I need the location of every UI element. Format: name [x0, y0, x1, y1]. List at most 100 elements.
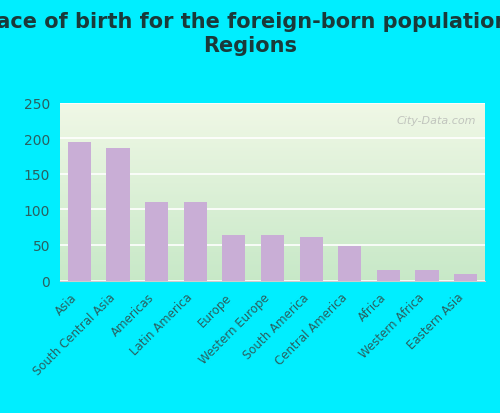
Bar	[60, 251, 485, 252]
Bar	[60, 254, 485, 255]
Bar	[60, 226, 485, 227]
Bar	[60, 242, 485, 243]
Bar	[60, 166, 485, 167]
Bar	[60, 247, 485, 248]
Bar	[60, 280, 485, 281]
Bar	[60, 155, 485, 156]
Bar	[60, 122, 485, 123]
Bar	[60, 263, 485, 264]
Bar	[60, 221, 485, 222]
Bar	[60, 195, 485, 196]
Bar	[60, 201, 485, 202]
Bar	[60, 174, 485, 175]
Bar	[60, 153, 485, 154]
Bar	[60, 211, 485, 212]
Bar	[60, 149, 485, 150]
Bar	[60, 162, 485, 163]
Bar	[60, 256, 485, 257]
Bar	[60, 127, 485, 128]
Bar	[60, 194, 485, 195]
Bar	[60, 186, 485, 187]
Bar	[60, 163, 485, 164]
Bar	[60, 238, 485, 239]
Bar	[60, 272, 485, 273]
Bar	[60, 235, 485, 236]
Bar	[60, 250, 485, 251]
Bar	[60, 170, 485, 171]
Bar	[60, 160, 485, 161]
Bar	[60, 158, 485, 159]
Bar	[60, 152, 485, 153]
Bar	[60, 207, 485, 208]
Bar	[60, 230, 485, 231]
Bar	[60, 167, 485, 168]
Bar	[60, 271, 485, 272]
Bar	[60, 219, 485, 220]
Bar	[60, 150, 485, 151]
Bar	[60, 107, 485, 108]
Bar	[60, 171, 485, 172]
Bar	[60, 103, 485, 104]
Bar	[60, 234, 485, 235]
Bar	[60, 192, 485, 193]
Bar	[60, 249, 485, 250]
Bar	[60, 246, 485, 247]
Bar	[60, 148, 485, 149]
Bar	[60, 202, 485, 203]
Bar	[60, 279, 485, 280]
Bar	[60, 121, 485, 122]
Bar	[60, 266, 485, 267]
Bar	[60, 212, 485, 214]
Bar	[416, 270, 438, 281]
Bar	[60, 237, 485, 238]
Bar	[60, 275, 485, 276]
Bar	[60, 200, 485, 201]
Bar	[60, 259, 485, 261]
Bar	[60, 188, 485, 190]
Bar	[222, 235, 246, 281]
Bar	[60, 267, 485, 268]
Bar	[60, 161, 485, 162]
Bar	[60, 176, 485, 177]
Bar	[60, 274, 485, 275]
Bar	[60, 173, 485, 174]
Bar	[300, 237, 322, 281]
Bar	[60, 216, 485, 217]
Bar	[60, 184, 485, 185]
Bar	[60, 214, 485, 215]
Bar	[60, 255, 485, 256]
Text: City-Data.com: City-Data.com	[397, 116, 476, 126]
Bar	[60, 136, 485, 137]
Bar	[60, 112, 485, 113]
Bar	[60, 169, 485, 170]
Bar	[60, 261, 485, 262]
Bar	[60, 264, 485, 265]
Bar	[60, 209, 485, 210]
Bar	[60, 183, 485, 184]
Bar	[60, 205, 485, 206]
Bar	[60, 143, 485, 144]
Bar	[145, 203, 168, 281]
Bar	[60, 241, 485, 242]
Bar	[60, 172, 485, 173]
Bar	[60, 159, 485, 160]
Bar	[60, 109, 485, 110]
Bar	[60, 125, 485, 126]
Bar	[60, 137, 485, 138]
Bar	[60, 156, 485, 157]
Bar	[60, 217, 485, 218]
Bar	[338, 247, 361, 281]
Bar	[60, 140, 485, 141]
Bar	[60, 178, 485, 179]
Bar	[60, 273, 485, 274]
Bar	[60, 138, 485, 139]
Bar	[60, 243, 485, 244]
Bar	[60, 187, 485, 188]
Bar	[60, 270, 485, 271]
Bar	[60, 132, 485, 133]
Bar	[60, 223, 485, 224]
Bar	[60, 119, 485, 120]
Bar	[60, 126, 485, 127]
Bar	[60, 198, 485, 199]
Bar	[60, 253, 485, 254]
